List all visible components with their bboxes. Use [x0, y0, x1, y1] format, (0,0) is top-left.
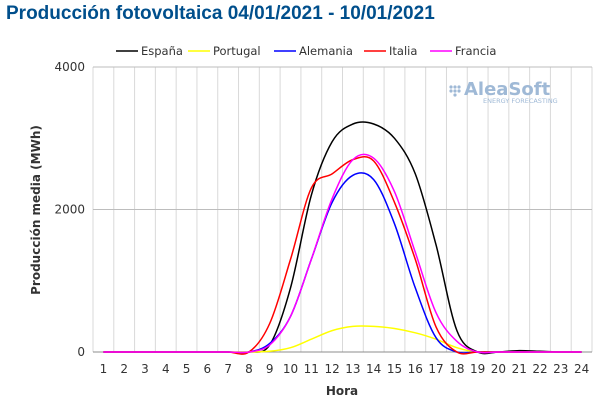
- x-tick-label: 8: [245, 362, 253, 376]
- y-tick-label: 2000: [54, 203, 85, 217]
- x-tick-label: 14: [366, 362, 381, 376]
- x-tick-label: 6: [204, 362, 212, 376]
- x-tick-label: 16: [408, 362, 423, 376]
- x-tick-label: 15: [387, 362, 402, 376]
- x-tick-label: 10: [283, 362, 298, 376]
- x-tick-label: 9: [266, 362, 274, 376]
- legend-label-portugal: Portugal: [213, 44, 261, 58]
- x-tick-label: 20: [491, 362, 506, 376]
- x-tick-label: 4: [162, 362, 170, 376]
- series: [103, 121, 582, 355]
- x-tick-label: 17: [428, 362, 443, 376]
- chart-title: Producción fotovoltaica 04/01/2021 - 10/…: [6, 3, 435, 24]
- x-tick-label: 21: [512, 362, 527, 376]
- x-tick-label: 22: [532, 362, 547, 376]
- logo-name: AleaSoft: [464, 79, 551, 100]
- aleasoft-dots-icon: [449, 85, 461, 97]
- y-tick-labels: 0 2000 4000: [54, 60, 85, 359]
- x-tick-label: 18: [449, 362, 464, 376]
- x-tick-label: 3: [141, 362, 149, 376]
- x-tick-labels: 1 2 3 4 5 6 7 8 9 10 11 12 13 14 15 16 17 18 19 20 21 22 23 24: [100, 362, 590, 376]
- aleasoft-logo: AleaSoft ENERGY FORECASTING: [449, 79, 558, 105]
- legend-label-francia: Francia: [455, 44, 496, 58]
- legend-label-italia: Italia: [389, 44, 417, 58]
- x-tick-label: 5: [183, 362, 191, 376]
- x-tick-label: 2: [120, 362, 128, 376]
- legend-label-alemania: Alemania: [299, 44, 353, 58]
- y-tick-label: 0: [77, 345, 85, 359]
- x-tick-label: 19: [470, 362, 485, 376]
- x-tick-label: 24: [574, 362, 589, 376]
- x-tick-label: 1: [100, 362, 108, 376]
- x-tick-label: 11: [304, 362, 319, 376]
- x-tick-label: 13: [345, 362, 360, 376]
- y-axis-title: Producción media (MWh): [29, 125, 43, 295]
- logo-tagline: ENERGY FORECASTING: [483, 97, 558, 105]
- legend: España Portugal Alemania Italia Francia: [116, 44, 496, 58]
- grid: [92, 66, 593, 352]
- legend-label-espana: España: [141, 44, 183, 58]
- x-tick-label: 7: [224, 362, 232, 376]
- x-axis-title: Hora: [326, 384, 358, 398]
- series-line-francia: [103, 153, 582, 354]
- y-tick-label: 4000: [54, 60, 85, 74]
- x-tick-label: 12: [324, 362, 339, 376]
- x-tick-label: 23: [553, 362, 568, 376]
